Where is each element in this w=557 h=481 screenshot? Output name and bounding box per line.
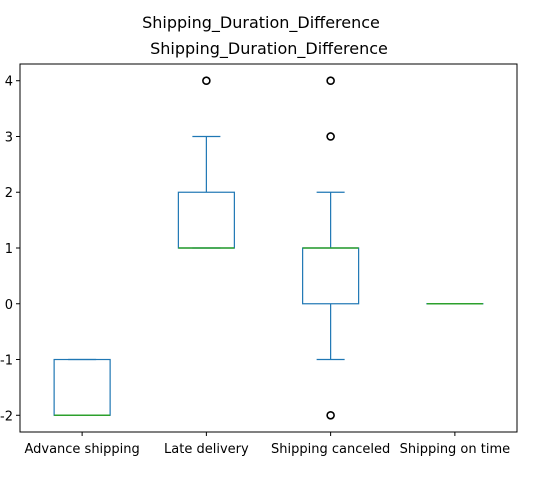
y-axis: -2 -1 0 1 2 3 4 [0,75,20,424]
figure-suptitle: Shipping_Duration_Difference [142,13,380,33]
y-tick-label: -1 [0,354,13,369]
y-tick-label: -2 [0,409,13,424]
y-tick-label: 2 [5,186,13,201]
y-tick-label: 3 [5,130,13,145]
outlier-point [326,76,335,86]
box-0 [53,358,111,417]
plot-area: -2 -1 0 1 2 3 4 Advance shipping Late delivery S… [0,63,518,457]
outlier-point [202,76,211,86]
box-1 [177,76,235,249]
axes-frame [19,63,518,433]
x-tick-label: Shipping on time [400,442,511,457]
x-tick-label: Late delivery [164,442,249,457]
outlier-point [326,132,335,141]
x-axis: Advance shipping Late delivery Shipping ca… [24,432,510,457]
box-body [53,358,111,416]
x-tick-label: Advance shipping [24,442,139,457]
box-2 [302,76,360,420]
box-body [177,191,235,249]
y-tick-label: 4 [5,75,13,90]
y-tick-label: 1 [5,242,13,257]
boxes-layer [53,76,484,420]
chart-title: Shipping_Duration_Difference [150,39,388,59]
y-tick-label: 0 [5,298,13,313]
x-tick-label: Shipping canceled [271,442,390,457]
box-body [302,247,360,305]
outlier-point [326,410,335,420]
